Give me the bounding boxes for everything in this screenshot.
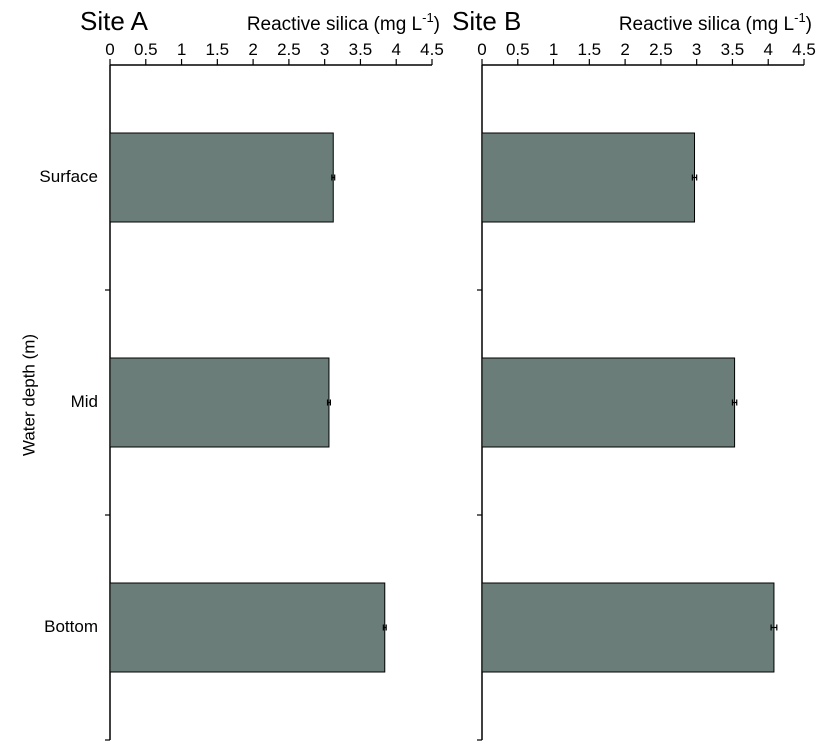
bar-mid	[481, 357, 736, 448]
category-label-surface: Surface	[39, 167, 98, 186]
category-label-mid: Mid	[71, 392, 98, 411]
x-tick-label: 4	[391, 40, 400, 59]
bar-bottom	[481, 582, 775, 673]
x-axis-title: Reactive silica (mg L-1)	[619, 10, 812, 35]
x-tick-label: 1.5	[206, 40, 230, 59]
x-axis-title: Reactive silica (mg L-1)	[247, 10, 440, 35]
y-axis-label: Water depth (m)	[19, 334, 38, 456]
x-tick-label: 2	[620, 40, 629, 59]
x-tick-label: 1.5	[578, 40, 602, 59]
bar-surface	[109, 132, 334, 223]
chart-panel: Site A Reactive silica (mg L-1) 0 0.5 1 1.5 2 2…	[39, 6, 444, 741]
bar-surface	[481, 132, 696, 223]
bar-mid	[109, 357, 330, 448]
x-tick-label: 0	[105, 40, 114, 59]
x-tick-label: 3.5	[721, 40, 745, 59]
x-tick-label: 1	[549, 40, 558, 59]
bar-bottom	[109, 582, 386, 673]
x-tick-label: 1	[177, 40, 186, 59]
x-tick-label: 3	[320, 40, 329, 59]
x-tick-label: 2	[248, 40, 257, 59]
category-label-bottom: Bottom	[44, 617, 98, 636]
panel-title: Site A	[80, 6, 149, 36]
x-tick-label: 3	[692, 40, 701, 59]
chart-panel: Site B Reactive silica (mg L-1) 0 0.5 1 1.5 2 2…	[452, 6, 816, 741]
x-tick-label: 3.5	[349, 40, 373, 59]
x-tick-label: 0	[477, 40, 486, 59]
x-tick-label: 0.5	[506, 40, 530, 59]
x-tick-label: 0.5	[134, 40, 158, 59]
x-tick-label: 4	[763, 40, 772, 59]
x-tick-label: 2.5	[277, 40, 301, 59]
x-tick-label: 2.5	[649, 40, 673, 59]
panel-title: Site B	[452, 6, 521, 36]
x-tick-label: 4.5	[792, 40, 816, 59]
x-tick-label: 4.5	[420, 40, 444, 59]
